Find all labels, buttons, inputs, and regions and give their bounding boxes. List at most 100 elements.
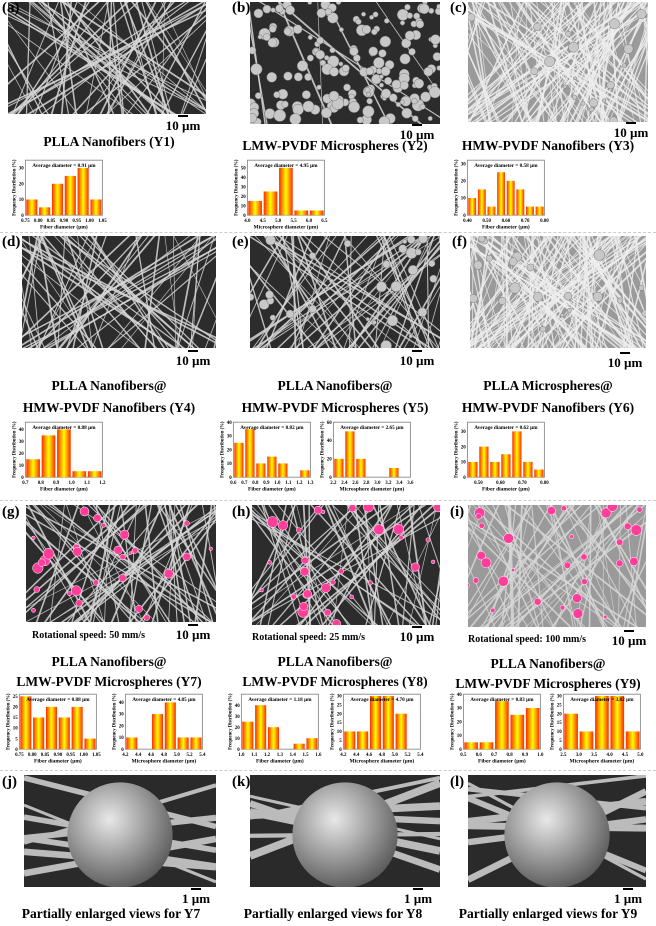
title-y2: LMW-PVDF Microspheres (Y2) xyxy=(242,138,428,153)
x-tick-label: 1.2 xyxy=(296,481,303,486)
histogram-bar xyxy=(464,742,478,750)
histogram-bar xyxy=(495,701,509,750)
average-diameter-annotation: Average diameter = 4.95 µm xyxy=(254,163,318,169)
y-axis-label: Frequency Distribution (%) xyxy=(321,421,326,478)
sem-texture xyxy=(252,505,440,625)
title-k: Partially enlarged views for Y8 xyxy=(243,906,423,921)
title-y6-line1: PLLA Microspheres@ xyxy=(483,378,613,393)
x-tick-label: 0.75 xyxy=(15,753,24,758)
histogram-bar xyxy=(71,706,83,750)
histogram-svg: 4.2 4.4 4.6 4.8 5.0 5.2 5.4 0 10 20 30 40 Microspher… xyxy=(113,693,207,764)
histogram-bar xyxy=(248,200,262,216)
sem-image-a xyxy=(8,2,206,114)
y-tick-label: 30 xyxy=(461,162,466,167)
x-tick-label: 0.80 xyxy=(540,219,549,224)
y-tick-label: 20 xyxy=(337,712,342,717)
histogram-bar xyxy=(525,707,540,750)
x-tick-label: 5.2 xyxy=(186,753,193,758)
average-diameter-annotation: Average diameter = 0.88 µm xyxy=(26,697,90,703)
x-tick-label: 4.8 xyxy=(379,753,386,758)
title-y1: PLLA Nanofibers (Y1) xyxy=(43,134,175,149)
y-tick-label: 0 xyxy=(463,214,466,219)
y-axis-label: Frequency Distribution (%) xyxy=(13,421,18,478)
sem-image-b xyxy=(250,2,440,124)
histogram-bar xyxy=(26,199,38,216)
x-tick-label: 4.5 xyxy=(260,219,267,224)
x-tick-label: 4.6 xyxy=(148,753,155,758)
sem-texture xyxy=(8,2,206,114)
x-tick-label: 4.2 xyxy=(340,753,347,758)
y-tick-label: 15 xyxy=(557,721,562,726)
histogram-svg: 0.40 0.50 0.60 0.70 0.80 0 10 20 30 Fiber diamete… xyxy=(455,159,550,230)
histogram-bar xyxy=(579,731,594,750)
rotational-speed-g: Rotational speed: 50 mm/s xyxy=(32,630,146,641)
histogram-bar xyxy=(490,461,500,478)
x-tick-label: 2.4 xyxy=(341,481,348,486)
title-y6-line2: HMW-PVDF Nanofibers (Y6) xyxy=(461,400,635,415)
x-tick-label: 0.90 xyxy=(54,753,63,758)
scale-bar-d: 10 µm xyxy=(168,350,218,369)
scale-bar-e: 10 µm xyxy=(392,350,442,369)
histogram-svg: 0.75 0.80 0.85 0.90 0.95 1.00 1.05 0 10 20 30 Fiber… xyxy=(13,159,108,230)
x-tick-label: 0.80 xyxy=(540,481,549,486)
y-tick-label: 0 xyxy=(229,476,232,481)
histogram-y8-fiber: 1.0 1.1 1.2 1.3 1.4 1.5 1.6 0 10 20 30 40 Fiber diam… xyxy=(226,692,325,776)
title-y4-line1: PLLA Nanofibers@ xyxy=(51,378,167,393)
y-tick-label: 10 xyxy=(13,727,18,732)
x-tick-label: 0.6 xyxy=(476,753,483,758)
histogram-bar xyxy=(41,435,56,478)
histogram-svg: 2.5 3.0 3.5 4.0 4.5 5.0 0 5 10 15 20 25 30 Microspher… xyxy=(551,693,645,764)
y-tick-label: 0 xyxy=(21,214,24,219)
scale-bar-l: 1 µm xyxy=(608,888,648,907)
y-tick-label: 10 xyxy=(227,462,232,467)
scale-bar-b: 10 µm xyxy=(392,124,442,143)
y-tick-label: 0 xyxy=(559,748,562,753)
x-tick-label: 1.3 xyxy=(277,753,284,758)
histogram-y6: 0.50 0.60 0.70 0.80 0 10 20 30 Fiber diameter (µ… xyxy=(452,420,551,504)
x-tick-label: 1.00 xyxy=(79,753,88,758)
y-tick-label: 40 xyxy=(119,701,124,706)
y-tick-label: 10 xyxy=(461,197,466,202)
sem-texture xyxy=(250,775,440,887)
histogram-bar xyxy=(263,191,278,216)
histogram-bar xyxy=(610,695,625,750)
panel-label-d: (d) xyxy=(2,234,21,250)
histogram-bar xyxy=(45,706,58,750)
row-divider xyxy=(0,500,656,501)
panel-label-i: (i) xyxy=(450,504,465,520)
y-tick-label: 40 xyxy=(19,428,24,433)
scale-bar-i: 10 µm xyxy=(604,630,654,649)
y-axis-label: Frequency Distribution (%) xyxy=(455,159,460,216)
y-tick-label: 5 xyxy=(339,739,342,744)
x-tick-label: 5.4 xyxy=(417,753,424,758)
y-tick-label: 30 xyxy=(461,430,466,435)
y-tick-label: 20 xyxy=(461,179,466,184)
y-axis-label: Frequency Distribution (%) xyxy=(113,693,118,750)
x-tick-label: 0.60 xyxy=(502,219,511,224)
histogram-svg: 0.5 0.6 0.7 0.8 0.9 1.0 0 10 20 30 40 Fiber diamete… xyxy=(451,693,545,765)
panel-label-k: (k) xyxy=(232,774,251,790)
x-tick-label: 0.7 xyxy=(241,481,248,486)
plot-frame xyxy=(240,693,319,750)
x-tick-label: 5.5 xyxy=(291,219,298,224)
y-tick-label: 20 xyxy=(13,706,18,711)
x-tick-label: 0.95 xyxy=(72,219,81,224)
histogram-bar xyxy=(77,168,89,216)
histogram-bar xyxy=(300,470,310,478)
y-tick-label: 10 xyxy=(457,734,462,739)
x-tick-label: 1.0 xyxy=(537,753,544,758)
plot-frame xyxy=(24,159,103,216)
average-diameter-annotation: Average diameter = 0.62 µm xyxy=(474,425,538,431)
sem-texture xyxy=(468,2,648,122)
sem-image-c xyxy=(468,2,648,122)
plot-frame xyxy=(342,693,421,750)
histogram-y1: 0.75 0.80 0.85 0.90 0.95 1.00 1.05 0 10 20 30 Fiber… xyxy=(10,158,109,242)
title-y9-line1: PLLA Nanofibers@ xyxy=(490,656,606,671)
y-tick-label: 20 xyxy=(19,182,24,187)
x-tick-label: 1.1 xyxy=(84,481,91,486)
sem-image-l xyxy=(468,775,646,887)
x-tick-label: 1.2 xyxy=(264,753,271,758)
y-tick-label: 40 xyxy=(457,693,462,698)
scale-bar-j: 1 µm xyxy=(176,888,216,907)
title-l: Partially enlarged views for Y9 xyxy=(458,906,638,921)
